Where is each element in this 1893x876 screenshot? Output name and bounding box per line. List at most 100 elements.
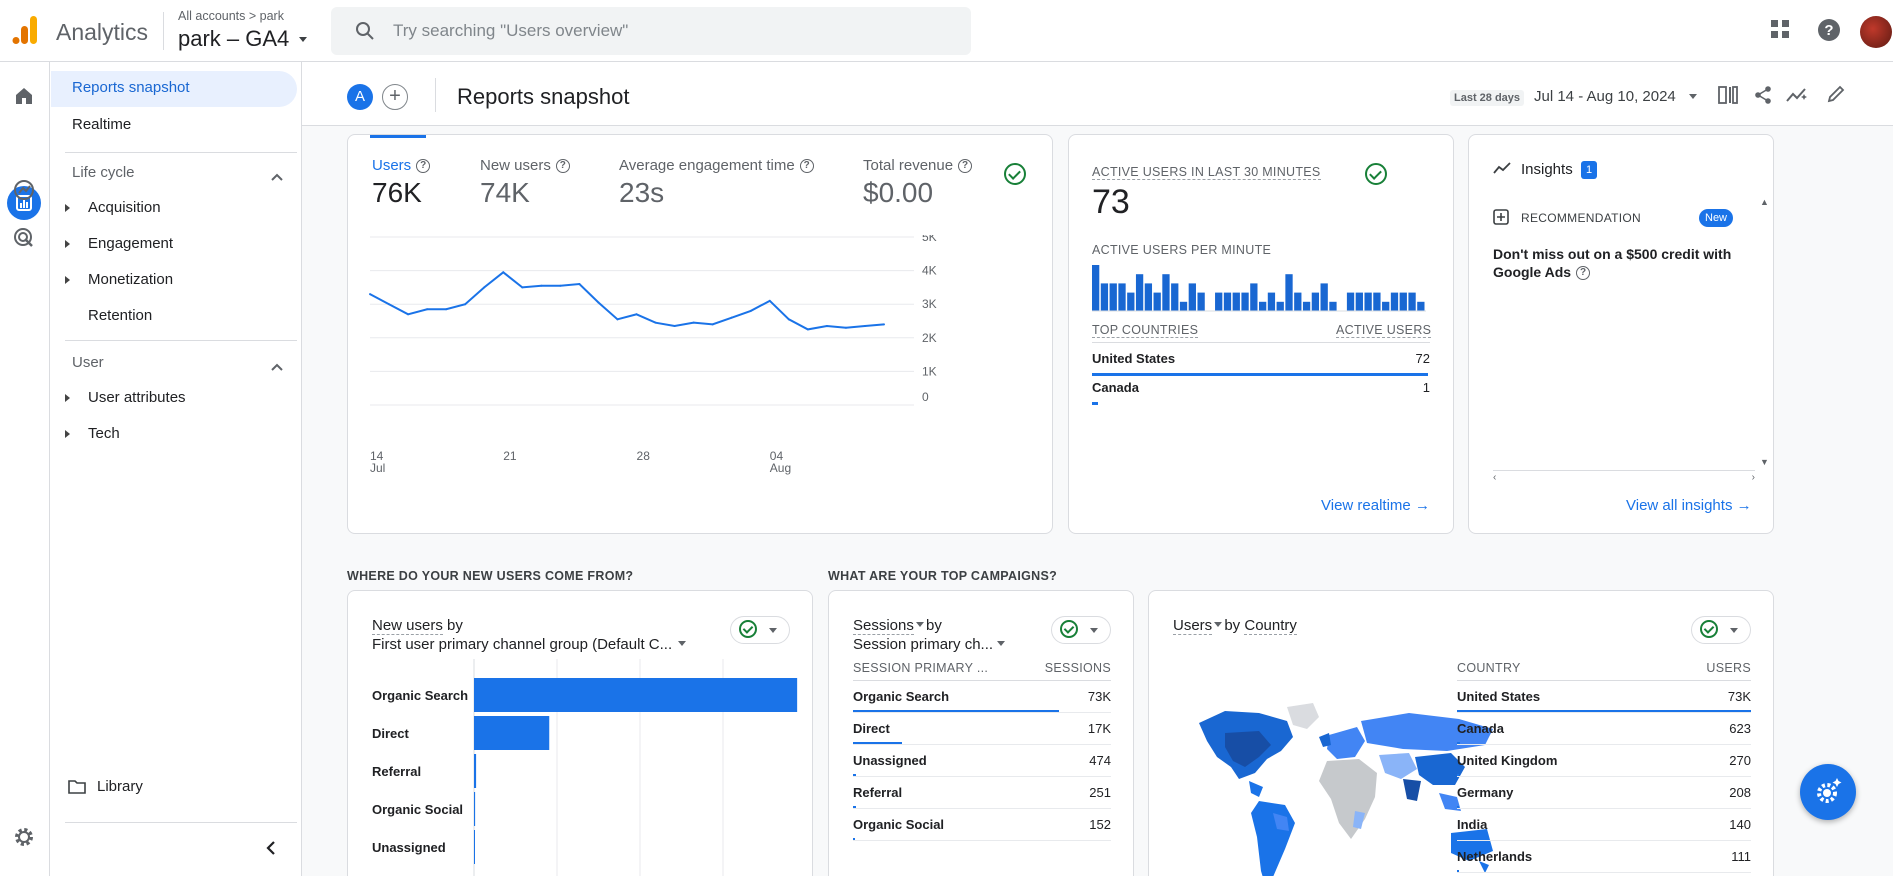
minute-bar[interactable] (1285, 274, 1293, 311)
minute-bar[interactable] (1162, 274, 1170, 311)
table-row[interactable]: United Kingdom 270 (1457, 745, 1751, 777)
edit-pencil-icon[interactable] (1827, 85, 1845, 108)
minute-bar[interactable] (1355, 292, 1363, 311)
data-point[interactable] (730, 316, 733, 319)
nav-item-retention[interactable]: Retention (88, 307, 153, 324)
expand-arrow-icon[interactable] (65, 276, 70, 284)
nav-item-library[interactable]: Library (97, 778, 143, 795)
breadcrumb[interactable]: All accounts > park (178, 9, 284, 23)
minute-bar[interactable] (1241, 292, 1249, 311)
minute-bar[interactable] (1320, 283, 1328, 311)
channel-bar[interactable] (474, 754, 477, 788)
col-header-active-users[interactable]: ACTIVE USERS (1336, 323, 1432, 338)
help-circle-icon[interactable]: ? (799, 159, 814, 174)
minute-bar[interactable] (1179, 301, 1188, 311)
apps-grid-icon[interactable] (1770, 19, 1790, 44)
card-title[interactable]: Sessions by (853, 617, 942, 635)
data-point[interactable] (673, 325, 676, 328)
nav-section-lifecycle[interactable]: Life cycle (72, 164, 135, 181)
property-selector[interactable]: park – GA4 (178, 26, 308, 52)
help-circle-icon[interactable]: ? (1576, 266, 1591, 281)
search-box[interactable] (331, 7, 971, 55)
add-comparison-button[interactable]: + (382, 84, 408, 110)
data-point[interactable] (883, 323, 885, 326)
nav-section-user[interactable]: User (72, 354, 104, 371)
table-row[interactable]: Referral 251 (853, 777, 1111, 809)
minute-bar[interactable] (1390, 292, 1399, 311)
view-realtime-link[interactable]: View realtime → (1321, 497, 1430, 514)
share-icon[interactable] (1753, 85, 1773, 110)
data-point[interactable] (844, 326, 847, 329)
minute-bar[interactable] (1118, 283, 1126, 311)
data-point[interactable] (521, 286, 524, 289)
nav-item-acquisition[interactable]: Acquisition (88, 199, 161, 216)
table-row[interactable]: Direct 17K (853, 713, 1111, 745)
minute-bar[interactable] (1197, 292, 1205, 311)
minute-bar[interactable] (1382, 301, 1390, 311)
minute-bar[interactable] (1144, 283, 1153, 311)
table-row[interactable]: Canada 623 (1457, 713, 1751, 745)
settings-gear-icon[interactable] (12, 825, 36, 854)
data-point[interactable] (540, 284, 543, 287)
explore-icon[interactable] (12, 178, 36, 207)
col-header-top-countries[interactable]: TOP COUNTRIES (1092, 323, 1199, 338)
col-header-country[interactable]: COUNTRY (1457, 661, 1521, 675)
minute-bar[interactable] (1259, 301, 1267, 311)
expand-arrow-icon[interactable] (65, 240, 70, 248)
advertising-icon[interactable] (12, 226, 36, 255)
card-title[interactable]: New users by (372, 617, 463, 635)
search-input[interactable] (393, 17, 953, 45)
data-point[interactable] (388, 303, 391, 306)
dimension-selector[interactable]: Session primary ch... (853, 636, 1006, 653)
date-range-picker[interactable]: Jul 14 - Aug 10, 2024 (1534, 88, 1676, 105)
card-title[interactable]: Users by Country (1173, 617, 1297, 635)
minute-bar[interactable] (1276, 301, 1284, 311)
insight-text[interactable]: Don't miss out on a $500 credit with Goo… (1493, 245, 1733, 281)
help-circle-icon[interactable]: ? (555, 159, 570, 174)
scroll-right-icon[interactable]: › (1751, 472, 1755, 483)
data-point[interactable] (464, 303, 467, 306)
compare-columns-icon[interactable] (1718, 86, 1738, 109)
col-header-users[interactable]: USERS (1706, 661, 1751, 675)
table-row[interactable]: Germany 208 (1457, 777, 1751, 809)
card-options-pill[interactable] (730, 616, 790, 644)
data-point[interactable] (806, 328, 809, 331)
minute-bar[interactable] (1188, 283, 1196, 311)
minute-bar[interactable] (1100, 283, 1109, 311)
data-point[interactable] (426, 308, 429, 311)
table-row[interactable]: Organic Search 73K (853, 681, 1111, 713)
table-row[interactable]: Netherlands 111 (1457, 841, 1751, 873)
minute-bar[interactable] (1294, 292, 1302, 311)
minute-bar[interactable] (1311, 292, 1320, 311)
expand-arrow-icon[interactable] (65, 204, 70, 212)
table-row[interactable]: Unassigned 474 (853, 745, 1111, 777)
minute-bar[interactable] (1373, 292, 1381, 311)
channel-bar[interactable] (474, 792, 476, 826)
chevron-up-icon[interactable] (271, 358, 283, 376)
minute-bar[interactable] (1408, 292, 1416, 311)
collapse-chevron-icon[interactable] (266, 840, 276, 861)
channel-bar[interactable] (474, 678, 798, 712)
card-options-pill[interactable] (1691, 616, 1751, 644)
card-options-pill[interactable] (1051, 616, 1111, 644)
chevron-up-icon[interactable] (271, 168, 283, 186)
data-point[interactable] (502, 271, 505, 274)
chevron-down-icon[interactable] (1689, 94, 1697, 99)
data-point[interactable] (654, 321, 657, 324)
avatar[interactable] (1860, 16, 1892, 48)
data-quality-check-icon[interactable] (1365, 163, 1387, 185)
table-row[interactable]: Organic Social 152 (853, 809, 1111, 841)
data-point[interactable] (578, 283, 581, 286)
data-point[interactable] (635, 313, 638, 316)
minute-bar[interactable] (1215, 292, 1223, 311)
table-row[interactable]: India 140 (1457, 809, 1751, 841)
data-point[interactable] (768, 299, 771, 302)
data-point[interactable] (445, 308, 448, 311)
minute-bar[interactable] (1092, 265, 1100, 311)
home-icon[interactable] (12, 84, 36, 113)
minute-bar[interactable] (1109, 283, 1117, 311)
scroll-left-icon[interactable]: ‹ (1493, 472, 1497, 483)
horizontal-scrollbar[interactable]: ‹ › (1493, 470, 1755, 484)
channel-bar[interactable] (474, 716, 550, 750)
data-point[interactable] (369, 293, 371, 296)
